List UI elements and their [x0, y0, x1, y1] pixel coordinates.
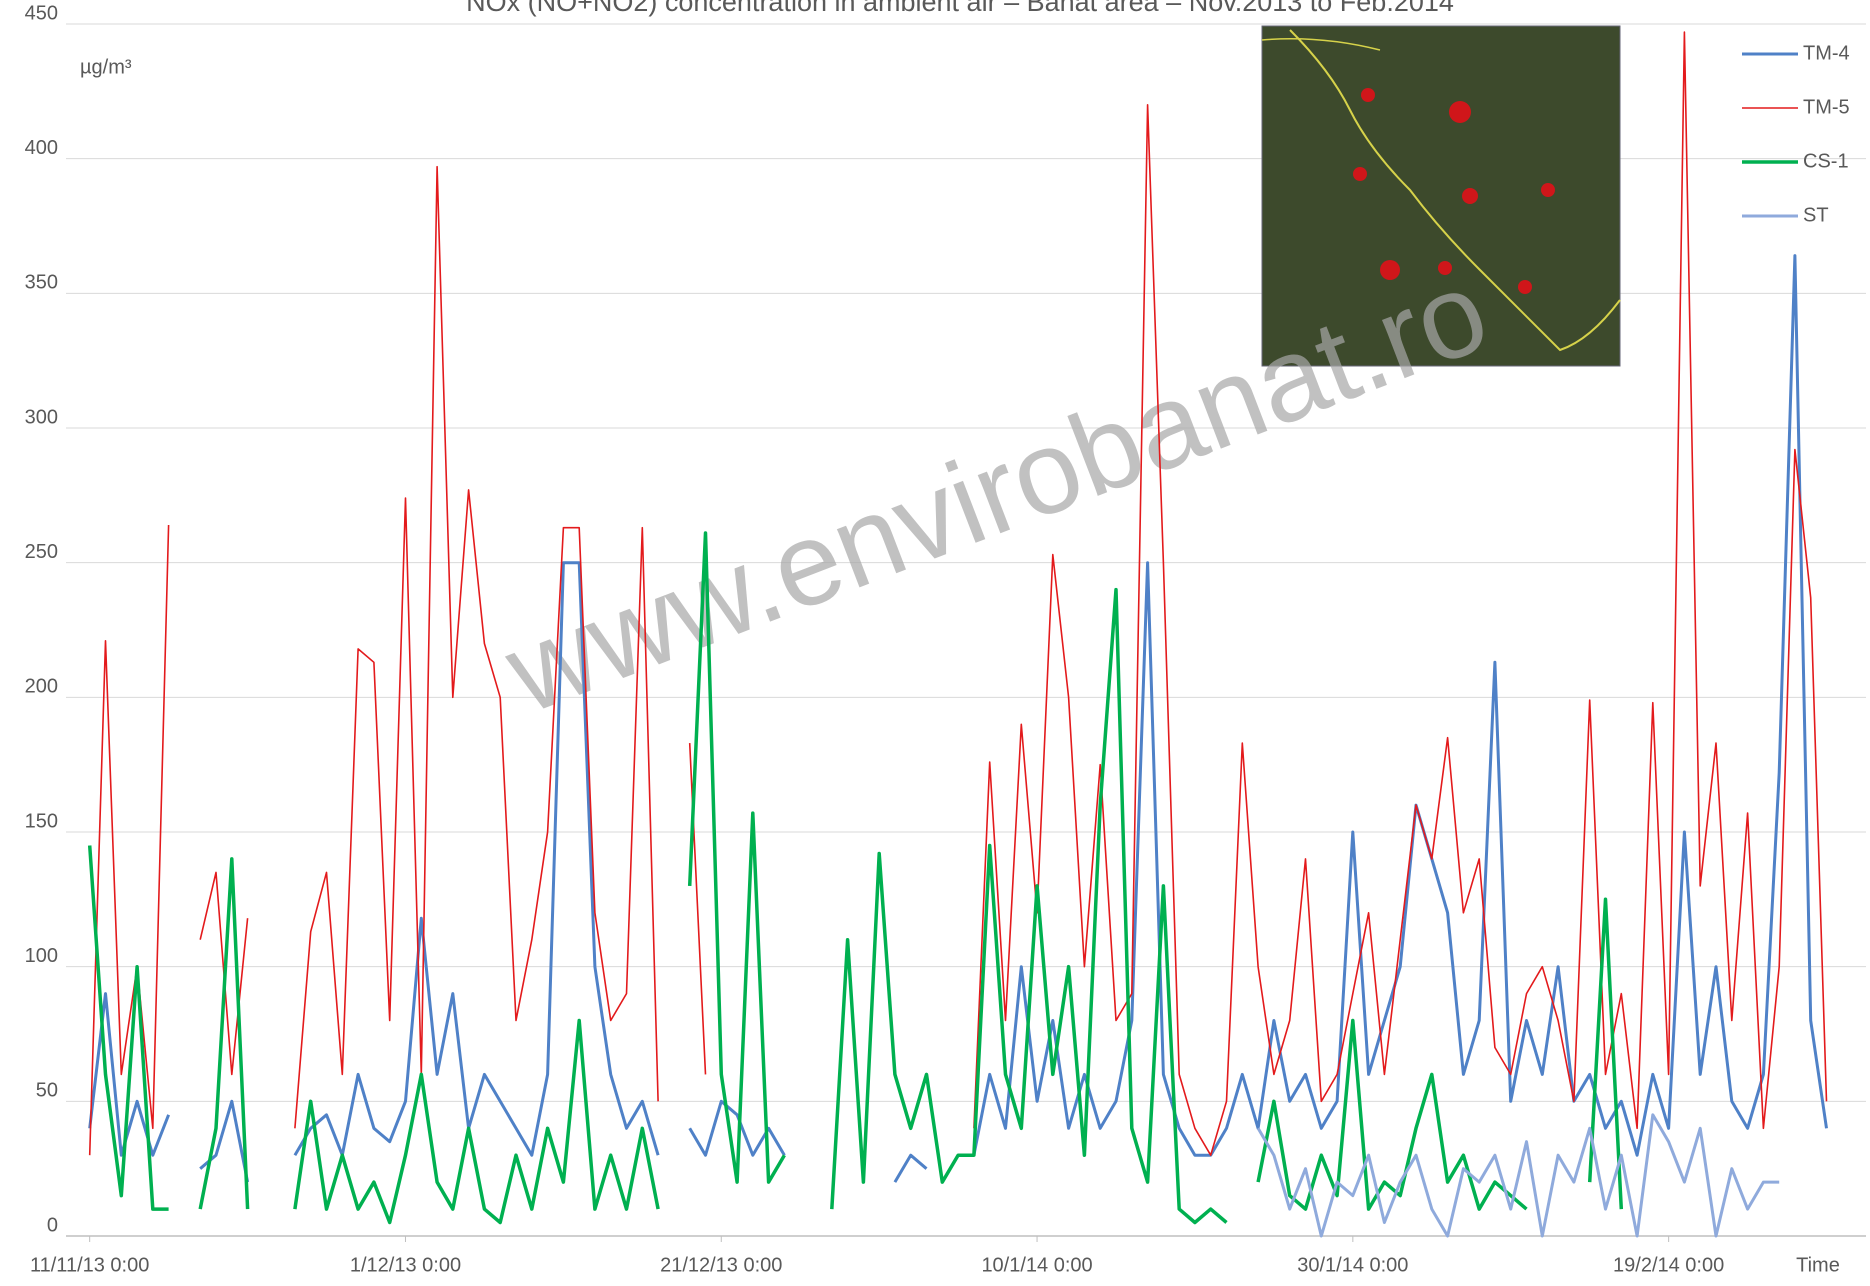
x-axis-label: Time: [1796, 1254, 1840, 1276]
series-line: [1256, 1113, 1780, 1238]
x-tick-label: 30/1/14 0:00: [1297, 1254, 1408, 1276]
legend-label: CS-1: [1803, 150, 1849, 172]
y-tick-label: 450: [25, 2, 58, 24]
y-tick-label: 300: [25, 406, 58, 428]
x-tick-label: 1/12/13 0:00: [350, 1254, 461, 1276]
y-axis-label: µg/m³: [80, 56, 132, 78]
series-line: [87, 531, 1624, 1225]
y-tick-label: 50: [36, 1080, 58, 1102]
x-tick-label: 21/12/13 0:00: [660, 1254, 782, 1276]
legend-label: TM-5: [1803, 96, 1850, 118]
x-tick-label: 11/11/13 0:00: [30, 1254, 149, 1276]
x-tick-label: 10/1/14 0:00: [981, 1254, 1092, 1276]
chart-title: NOx (NO+NO2) concentration in ambient ai…: [466, 0, 1454, 17]
series-line: [88, 254, 1828, 1183]
y-tick-label: 350: [25, 272, 58, 294]
y-tick-label: 0: [47, 1214, 58, 1236]
y-tick-label: 400: [25, 137, 58, 159]
y-tick-label: 150: [25, 810, 58, 832]
legend-label: TM-4: [1803, 42, 1850, 64]
watermark: www.envirobanat.ro: [489, 244, 1505, 739]
y-tick-label: 200: [25, 676, 58, 698]
map-inset: [1261, 25, 1621, 367]
y-tick-label: 100: [25, 945, 58, 967]
y-tick-label: 250: [25, 541, 58, 563]
x-tick-label: 19/2/14 0:00: [1613, 1254, 1724, 1276]
legend-label: ST: [1803, 204, 1829, 226]
